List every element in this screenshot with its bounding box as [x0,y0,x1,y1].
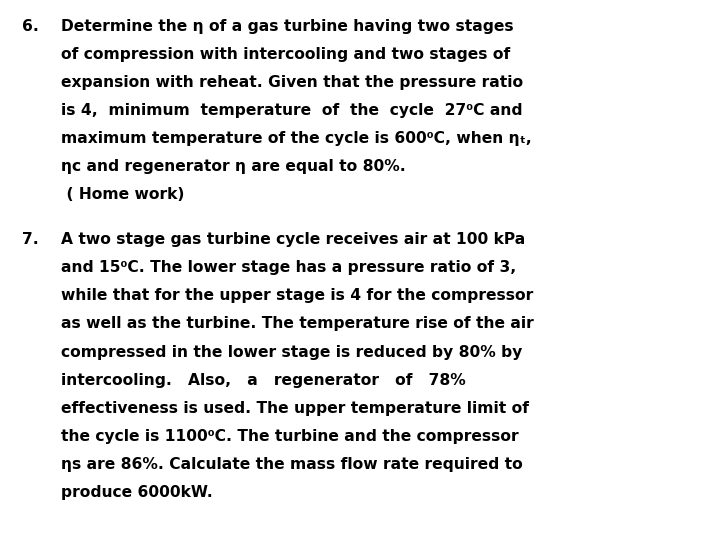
Text: effectiveness is used. The upper temperature limit of: effectiveness is used. The upper tempera… [61,401,529,416]
Text: ηᴄ and regenerator η are equal to 80%.: ηᴄ and regenerator η are equal to 80%. [61,159,406,174]
Text: expansion with reheat. Given that the pressure ratio: expansion with reheat. Given that the pr… [61,75,523,90]
Text: of compression with intercooling and two stages of: of compression with intercooling and two… [61,47,510,62]
Text: Determine the η of a gas turbine having two stages: Determine the η of a gas turbine having … [61,19,514,34]
Text: compressed in the lower stage is reduced by 80% by: compressed in the lower stage is reduced… [61,345,523,360]
Text: while that for the upper stage is 4 for the compressor: while that for the upper stage is 4 for … [61,288,534,303]
Text: 6.: 6. [22,19,38,34]
Text: A two stage gas turbine cycle receives air at 100 kPa: A two stage gas turbine cycle receives a… [61,232,526,247]
Text: intercooling.   Also,   a   regenerator   of   78%: intercooling. Also, a regenerator of 78% [61,373,466,388]
Text: ( Home work): ( Home work) [61,187,185,202]
Text: 7.: 7. [22,232,38,247]
Text: as well as the turbine. The temperature rise of the air: as well as the turbine. The temperature … [61,316,534,332]
Text: the cycle is 1100⁰C. The turbine and the compressor: the cycle is 1100⁰C. The turbine and the… [61,429,519,444]
Text: is 4,  minimum  temperature  of  the  cycle  27⁰C and: is 4, minimum temperature of the cycle 2… [61,103,523,118]
Text: and 15⁰C. The lower stage has a pressure ratio of 3,: and 15⁰C. The lower stage has a pressure… [61,260,516,275]
Text: produce 6000kW.: produce 6000kW. [61,485,213,500]
Text: maximum temperature of the cycle is 600⁰C, when ηₜ,: maximum temperature of the cycle is 600⁰… [61,131,532,146]
Text: ηs are 86%. Calculate the mass flow rate required to: ηs are 86%. Calculate the mass flow rate… [61,457,523,472]
